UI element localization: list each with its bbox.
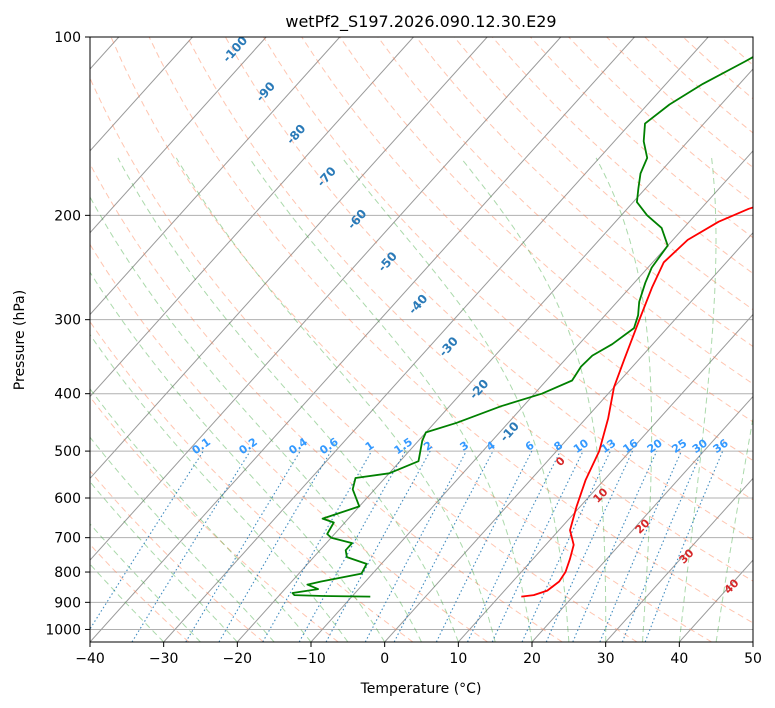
mixing-ratio-line: [644, 450, 724, 642]
mixing-ratio-line: [90, 450, 204, 630]
moist-adiabat-line: [90, 436, 275, 642]
x-tick-label: −30: [149, 651, 179, 667]
isotherm-line: [90, 37, 193, 152]
plot-area: -100-90-80-70-60-50-40-30-20-100.1 0.2 0.4…: [90, 37, 753, 642]
dry-adiabat-line: [110, 37, 712, 642]
isotherm-line: [90, 37, 341, 316]
x-tick-label: 50: [744, 651, 762, 667]
y-tick-label: 700: [54, 531, 81, 547]
dry-adiabat-line: [90, 243, 488, 642]
mixing-ratio-line: [545, 450, 633, 642]
x-tick-label: 20: [523, 651, 541, 667]
moist-adiabat-line: [175, 157, 496, 642]
moist-adiabat-line: [117, 157, 459, 642]
y-tick-label: 400: [54, 387, 81, 403]
moist-adiabat-line: [90, 196, 422, 642]
x-tick-label: 40: [670, 651, 688, 667]
moist-adiabat-line: [90, 523, 201, 642]
dry-adiabat-line: [90, 396, 339, 642]
isotherm-line: [384, 232, 753, 642]
moist-adiabat-line: [460, 157, 607, 642]
dry-adiabat-line: [453, 37, 753, 311]
isotherm-line: [90, 37, 562, 561]
y-tick-label: 900: [54, 595, 81, 611]
x-tick-label: −20: [223, 651, 253, 667]
isotherm-line: [531, 395, 753, 642]
x-tick-label: −40: [75, 651, 105, 667]
y-tick-label: 500: [54, 444, 81, 460]
y-tick-label: 300: [54, 313, 81, 329]
dry-adiabat-line: [90, 543, 190, 642]
dry-adiabat-line: [90, 320, 414, 642]
chart-title: wetPf2_S197.2026.090.12.30.E29: [285, 12, 556, 32]
moist-adiabat-line: [715, 415, 753, 642]
x-tick-label: 0: [380, 651, 389, 667]
dry-adiabat-line: [148, 37, 753, 624]
moist-adiabat-line: [90, 271, 386, 642]
dry-adiabat-line: [90, 470, 264, 642]
moist-adiabat-line: [248, 157, 533, 642]
y-axis-title: Pressure (hPa): [12, 290, 28, 390]
y-tick-label: 800: [54, 565, 81, 581]
y-tick-label: 200: [54, 208, 81, 224]
moist-adiabat-line: [90, 563, 165, 642]
moist-adiabat-line: [678, 157, 717, 642]
mixing-ratio-line: [435, 450, 533, 642]
dry-adiabat-line: [415, 37, 753, 348]
mixing-ratio-line: [364, 450, 467, 642]
mixing-ratio-line: [599, 450, 682, 642]
moist-adiabat-line: [90, 481, 238, 642]
dry-adiabat-line: [377, 37, 753, 385]
isotherm-line: [236, 68, 753, 642]
mixing-ratio-line: [572, 450, 658, 642]
isotherm-line: [90, 37, 635, 642]
isotherm-line: [90, 37, 414, 398]
isotherm-line: [457, 313, 753, 642]
mixing-ratio-line: [298, 450, 406, 642]
isotherm-line: [90, 37, 488, 480]
x-tick-label: 30: [597, 651, 615, 667]
temperature-profile-line: [521, 206, 753, 598]
mixing-ratio-line: [131, 450, 251, 642]
y-tick-label: 600: [54, 491, 81, 507]
mixing-ratio-line: [325, 450, 431, 642]
dewpoint-profile-line: [291, 56, 753, 598]
axis-ticks: −40 −30 −20 −10 0 10 20 30 40 50 100 200 300 400 500 60…: [45, 30, 762, 667]
x-tick-label: 10: [449, 651, 467, 667]
isotherm-line: [90, 37, 267, 234]
dry-adiabat-line: [90, 162, 563, 642]
plot-frame: [89, 36, 754, 643]
moist-adiabat-line: [595, 157, 653, 642]
isotherm-line: [163, 37, 709, 642]
isotherm-line: [310, 150, 753, 642]
isotherm-line: [605, 477, 753, 642]
y-tick-label: 1000: [45, 622, 81, 638]
x-axis-title: Temperature (°C): [360, 681, 482, 697]
moist-adiabat-line: [90, 387, 312, 642]
mixing-ratio-line: [621, 450, 703, 642]
moist-adiabat-line: [341, 157, 570, 642]
y-tick-label: 100: [54, 30, 81, 46]
x-tick-label: −10: [296, 651, 326, 667]
